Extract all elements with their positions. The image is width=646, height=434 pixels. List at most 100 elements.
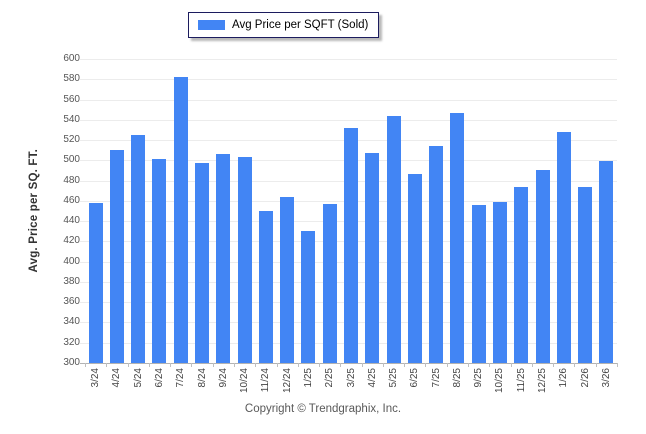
- bar-3/24: [88, 202, 103, 363]
- x-axis-tick: [510, 363, 512, 367]
- x-tick-label: 1/26: [558, 368, 570, 388]
- x-tick-label: 4/25: [366, 368, 378, 388]
- x-tick-label: 10/24: [239, 368, 251, 394]
- y-tick-label: 340: [63, 316, 80, 328]
- legend-label: Avg Price per SQFT (Sold): [232, 19, 369, 31]
- x-tick-label: 5/24: [132, 368, 144, 388]
- x-tick-label: 10/25: [494, 368, 506, 394]
- bar-11/24: [258, 211, 273, 363]
- x-tick-label: 7/25: [430, 368, 442, 388]
- y-tick-label: 400: [63, 255, 80, 267]
- bar-12/25: [535, 170, 550, 363]
- x-tick-label: 12/25: [537, 368, 549, 394]
- x-tick-label: 8/25: [451, 368, 463, 388]
- x-axis-tick: [595, 363, 597, 367]
- bar-6/24: [152, 159, 167, 363]
- bar-6/25: [407, 173, 422, 363]
- bar-11/25: [514, 186, 529, 363]
- y-axis-title-wrap: Avg. Price per SQ. FT.: [26, 59, 42, 363]
- gridline: [80, 59, 617, 60]
- x-tick-label: 4/24: [111, 368, 123, 388]
- bar-8/24: [195, 163, 210, 363]
- bar-2/25: [322, 203, 337, 363]
- bar-1/25: [301, 231, 316, 363]
- bar-3/25: [344, 127, 358, 363]
- x-axis-tick: [255, 363, 257, 367]
- bar-7/25: [429, 146, 444, 363]
- y-axis-title: Avg. Price per SQ. FT.: [28, 149, 40, 273]
- x-tick-label: 6/25: [409, 368, 421, 388]
- x-tick-label: 7/24: [175, 368, 187, 388]
- bar-1/26: [556, 131, 571, 363]
- y-tick-label: 600: [63, 53, 80, 64]
- gridline: [80, 119, 617, 121]
- x-axis-tick: [319, 363, 321, 367]
- bar-8/25: [450, 112, 465, 363]
- y-tick-label: 360: [63, 296, 80, 308]
- bar-4/24: [109, 150, 124, 363]
- y-tick-label: 440: [63, 215, 80, 227]
- x-tick-label: 12/24: [281, 368, 293, 394]
- x-axis-tick: [489, 363, 491, 367]
- x-tick-label: 11/24: [260, 368, 272, 393]
- x-axis-tick: [148, 363, 150, 367]
- x-axis-tick: [276, 363, 278, 367]
- x-axis-tick: [425, 363, 427, 367]
- x-axis-tick: [574, 363, 576, 367]
- x-tick-label: 6/24: [153, 368, 165, 388]
- y-tick-label: 320: [63, 336, 80, 348]
- x-axis-tick: [191, 363, 193, 367]
- y-tick-label: 380: [63, 275, 80, 287]
- x-axis-tick: [233, 363, 235, 367]
- y-tick-label: 520: [63, 134, 80, 146]
- copyright-text: Copyright © Trendgraphix, Inc.: [244, 403, 402, 415]
- x-axis-tick: [340, 363, 342, 367]
- y-tick-label: 300: [63, 357, 80, 368]
- gridline: [80, 99, 617, 101]
- x-axis-tick: [170, 363, 172, 367]
- legend-swatch-icon: [198, 20, 225, 30]
- x-tick-label: 3/26: [600, 368, 612, 388]
- bar-5/24: [131, 135, 146, 363]
- plot-area: [85, 59, 617, 363]
- x-tick-label: 8/24: [196, 368, 208, 388]
- x-tick-label: 3/24: [90, 368, 102, 388]
- x-axis-tick: [85, 363, 86, 367]
- y-tick-label: 480: [63, 174, 80, 186]
- x-tick-label: 9/25: [473, 368, 485, 388]
- bar-4/25: [365, 153, 380, 363]
- x-tick-label: 9/24: [217, 368, 229, 388]
- y-tick-label: 420: [63, 235, 80, 247]
- x-tick-label: 11/25: [515, 368, 527, 393]
- x-tick-label: 3/25: [345, 368, 357, 388]
- x-axis-tick: [382, 363, 384, 367]
- x-axis-tick: [617, 363, 618, 367]
- x-axis-tick: [297, 363, 299, 367]
- x-axis-tick: [212, 363, 214, 367]
- y-tick-label: 460: [63, 194, 80, 206]
- x-tick-label: 5/25: [388, 368, 400, 388]
- x-tick-label: 2/25: [324, 368, 336, 388]
- bar-9/24: [216, 154, 231, 363]
- x-axis-tick: [106, 363, 108, 367]
- bar-5/25: [386, 115, 401, 363]
- bar-9/25: [471, 204, 486, 363]
- y-tick-label: 540: [63, 113, 80, 125]
- bar-12/24: [280, 196, 295, 363]
- bar-10/25: [492, 201, 507, 363]
- x-axis-tick: [127, 363, 129, 367]
- x-axis-line: [80, 363, 617, 364]
- bar-3/26: [599, 161, 614, 363]
- legend: Avg Price per SQFT (Sold): [188, 12, 380, 38]
- bar-10/24: [237, 157, 252, 363]
- x-axis-labels: 3/24 4/24 5/24 6/24 7/24 8/24 9/24 10/24 11/24 12…: [85, 368, 617, 408]
- bar-2/26: [578, 186, 593, 363]
- bar-7/24: [173, 77, 188, 363]
- gridline: [80, 79, 617, 81]
- x-axis-tick: [361, 363, 363, 367]
- x-tick-label: 2/26: [579, 368, 591, 388]
- x-tick-label: 1/25: [302, 368, 314, 388]
- x-axis-tick: [553, 363, 555, 367]
- x-axis-tick: [404, 363, 406, 367]
